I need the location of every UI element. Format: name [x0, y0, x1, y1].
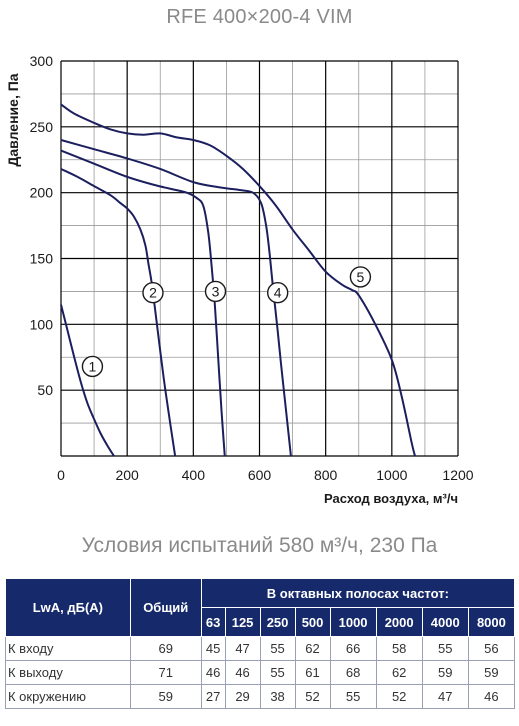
frequency-header: 8000	[467, 607, 516, 637]
test-conditions-caption: Условия испытаний 580 м³/ч, 230 Па	[81, 534, 438, 557]
y-tick-label: 300	[30, 53, 54, 69]
band-value-cell: 55	[329, 684, 377, 709]
band-value-cell: 55	[259, 660, 296, 685]
y-tick-label: 200	[30, 185, 54, 201]
frequency-header: 125	[224, 607, 261, 637]
y-tick-label: 150	[30, 251, 54, 267]
band-value-cell: 58	[375, 636, 423, 661]
x-tick-label: 1000	[376, 467, 407, 483]
band-value-cell: 29	[224, 684, 261, 709]
band-value-cell: 27	[200, 684, 226, 709]
tick-labels: 0 200 400 600 800 1000 1200 50 100 150 200 250 300	[30, 53, 474, 483]
table-row: К окружению 59 27 29 38 52 55 52 47 46	[5, 684, 516, 709]
chart-title: RFE 400×200-4 VIM	[166, 6, 353, 28]
curve-label-1: 1	[89, 358, 97, 374]
band-value-cell: 59	[421, 660, 469, 685]
y-axis-label: Давление, Па	[5, 73, 21, 166]
band-value-cell: 46	[467, 684, 516, 709]
frequency-header: 500	[294, 607, 331, 637]
major-grid	[60, 60, 459, 457]
table-row: К входу 69 45 47 55 62 66 58 55 56	[5, 636, 516, 661]
frequency-header: 2000	[375, 607, 423, 637]
band-value-cell: 47	[421, 684, 469, 709]
row-label: К окружению	[5, 684, 131, 709]
curve-label-3: 3	[212, 283, 220, 299]
curve-label-5: 5	[357, 269, 365, 285]
curve-marker-2	[142, 282, 164, 304]
band-value-cell: 66	[329, 636, 377, 661]
fan-performance-chart: 1 2 3 4 5 0 200 400 600 800 1000 1200 50 100 150 200 25…	[5, 53, 474, 506]
curve-label-2: 2	[149, 285, 157, 301]
total-cell: 69	[129, 636, 202, 661]
header-lwa: LwA, дБ(A)	[5, 578, 131, 637]
curve-2	[60, 168, 177, 457]
frequency-header-row: 63 125 250 500 1000 2000 4000 8000	[6, 607, 516, 637]
row-label: К выходу	[5, 660, 131, 685]
frequency-header: 63	[200, 607, 226, 637]
band-value-cell: 45	[200, 636, 226, 661]
frequency-header: 1000	[329, 607, 377, 637]
curve-marker-1	[81, 355, 104, 378]
band-value-cell: 47	[224, 636, 261, 661]
x-tick-label: 400	[182, 467, 206, 483]
x-tick-label: 0	[57, 467, 65, 483]
band-value-cell: 55	[259, 636, 296, 661]
x-tick-label: 800	[314, 467, 338, 483]
curve-marker-4	[266, 282, 289, 304]
x-tick-label: 200	[115, 467, 139, 483]
x-axis-label: Расход воздуха, м³/ч	[324, 491, 458, 506]
band-value-cell: 62	[294, 636, 331, 661]
band-value-cell: 46	[200, 660, 226, 685]
curve-label-4: 4	[274, 285, 282, 301]
table-body: К входу 69 45 47 55 62 66 58 55 56 К выходу 71 46 46 5…	[5, 636, 516, 709]
x-tick-label: 600	[248, 467, 272, 483]
band-value-cell: 55	[421, 636, 469, 661]
x-tick-label: 1200	[442, 467, 473, 483]
band-value-cell: 59	[467, 660, 516, 685]
y-tick-label: 250	[30, 119, 54, 135]
band-value-cell: 52	[375, 684, 423, 709]
band-value-cell: 38	[259, 684, 296, 709]
total-cell: 71	[129, 660, 202, 685]
row-label: К входу	[5, 636, 131, 661]
curve-marker-3	[204, 280, 227, 303]
curve-5	[60, 103, 416, 457]
band-value-cell: 52	[294, 684, 331, 709]
frequency-header: 250	[259, 607, 296, 637]
band-value-cell: 46	[224, 660, 261, 685]
table-row: К выходу 71 46 46 55 61 68 62 59 59	[5, 660, 516, 685]
total-cell: 59	[129, 684, 202, 709]
curve-labels: 1 2 3 4 5	[81, 266, 372, 378]
sound-power-table: LwA, дБ(A) Общий В октавных полосах част…	[5, 578, 516, 709]
y-tick-label: 50	[37, 382, 53, 398]
y-tick-label: 100	[30, 316, 54, 332]
band-value-cell: 61	[294, 660, 331, 685]
band-value-cell: 62	[375, 660, 423, 685]
curve-1	[60, 304, 115, 457]
band-value-cell: 68	[329, 660, 377, 685]
header-octave-bands: В октавных полосах частот:	[200, 578, 516, 608]
curve-4	[60, 139, 292, 457]
header-total: Общий	[129, 578, 202, 637]
band-value-cell: 56	[467, 636, 516, 661]
frequency-header: 4000	[421, 607, 469, 637]
curve-3	[60, 149, 226, 457]
fan-curves	[60, 103, 416, 457]
curve-marker-5	[349, 266, 372, 288]
